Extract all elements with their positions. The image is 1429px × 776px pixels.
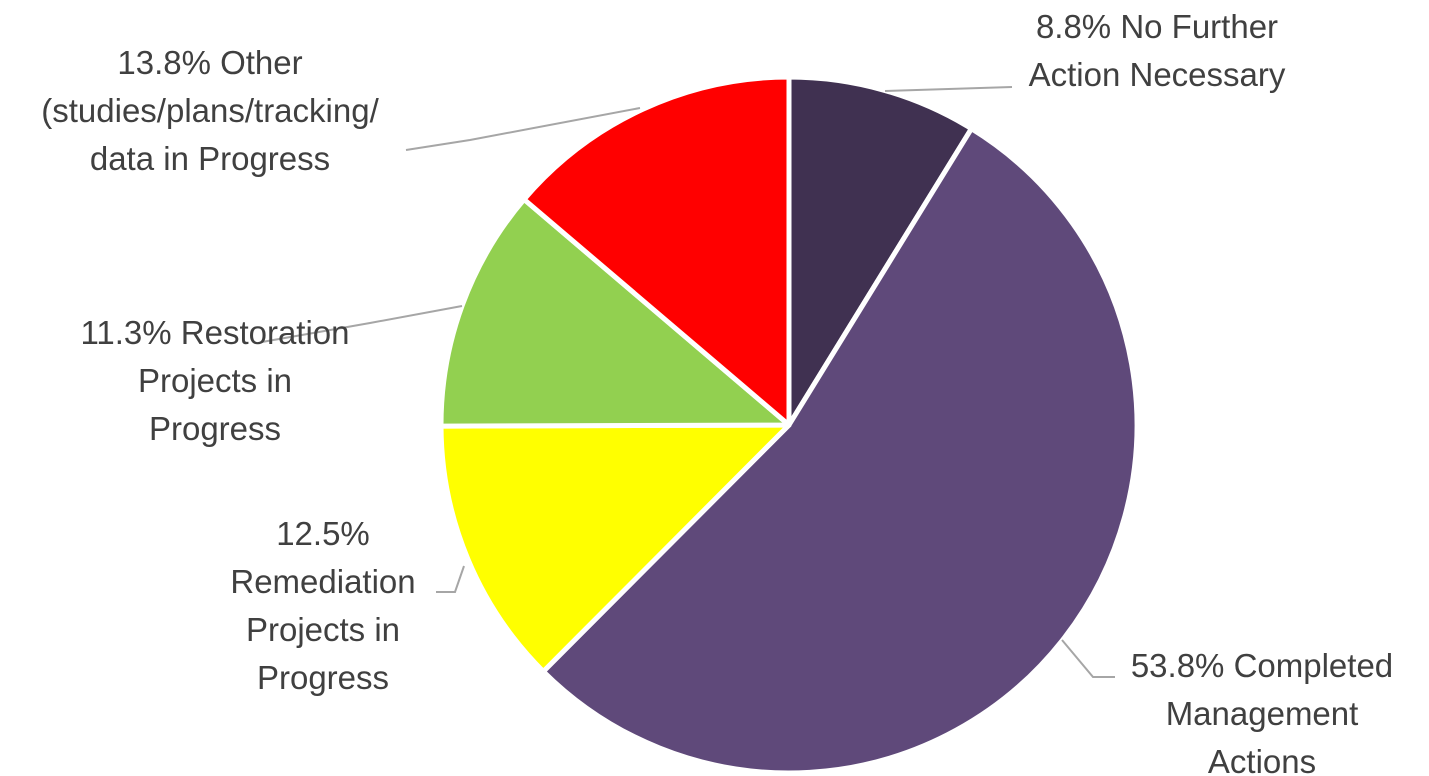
slice-label-line: Actions <box>1208 743 1316 776</box>
slice-label-line: 53.8% Completed <box>1131 647 1393 684</box>
slice-label-line: data in Progress <box>90 140 330 177</box>
slice-label-line: 8.8% No Further <box>1036 8 1278 45</box>
slice-label-line: 13.8% Other <box>117 44 302 81</box>
slice-label-line: Projects in <box>138 362 292 399</box>
pie-slice-4 <box>521 74 792 428</box>
slice-label-line: Progress <box>257 659 389 696</box>
slice-label-line: 12.5% <box>276 515 370 552</box>
slice-label-line: Projects in <box>246 611 400 648</box>
slice-label-line: Management <box>1166 695 1359 732</box>
leader-line-2 <box>436 565 465 593</box>
slice-label-1: 53.8% Completed Management Actions <box>1131 647 1393 776</box>
leader-line-3 <box>261 305 463 343</box>
pie-slices <box>438 74 1140 776</box>
slice-label-line: Action Necessary <box>1029 56 1286 93</box>
slice-label-0: 8.8% No Further Action Necessary <box>1029 8 1286 93</box>
slice-labels: 8.8% No Further Action Necessary 53.8% Com… <box>41 8 1393 776</box>
leader-line-0 <box>884 86 1013 92</box>
leader-lines <box>261 86 1115 678</box>
slice-label-3: 11.3% Restoration Projects in Progress <box>80 314 349 447</box>
slice-label-4: 13.8% Other (studies/plans/tracking/data … <box>41 44 379 177</box>
pie-slice-3 <box>438 196 792 429</box>
slice-label-line: 11.3% Restoration <box>80 314 349 351</box>
pie-slice-0 <box>786 74 974 428</box>
pie-slice-2 <box>438 422 792 674</box>
slice-label-2: 12.5% Remediation Projects in Progress <box>230 515 415 696</box>
leader-line-1 <box>1061 639 1115 678</box>
leader-line-4 <box>405 107 641 151</box>
slice-label-line: Remediation <box>230 563 415 600</box>
slice-label-line: (studies/plans/tracking/ <box>41 92 379 129</box>
slice-label-line: Progress <box>149 410 281 447</box>
